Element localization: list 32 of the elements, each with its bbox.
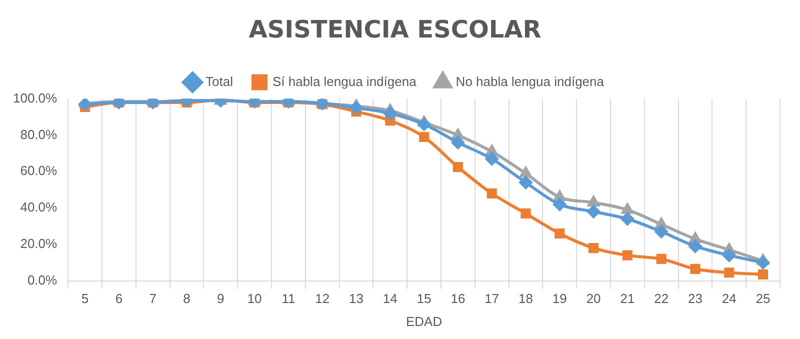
x-tick-label: 5 [81, 291, 89, 306]
legend-label: No habla lengua indígena [456, 74, 605, 89]
x-tick-label: 9 [217, 291, 224, 306]
x-tick-label: 8 [183, 291, 190, 306]
x-tick-label: 16 [450, 291, 466, 306]
x-tick-label: 15 [416, 291, 432, 306]
x-tick-label: 14 [382, 291, 398, 306]
x-tick-label: 10 [247, 291, 262, 306]
y-tick-label: 20.0% [20, 236, 58, 251]
x-tick-label: 19 [552, 291, 567, 306]
legend-label: Total [206, 74, 234, 89]
x-tick-label: 22 [654, 291, 669, 306]
legend-label: Sí habla lengua indígena [272, 74, 418, 89]
x-tick-label: 20 [586, 291, 601, 306]
x-tick-label: 12 [315, 291, 330, 306]
y-tick-label: 80.0% [20, 126, 58, 142]
x-axis-title: EDAD [406, 314, 442, 329]
y-tick-label: 60.0% [20, 163, 58, 178]
x-tick-label: 25 [756, 291, 770, 306]
x-tick-label: 6 [115, 291, 123, 306]
x-tick-label: 23 [688, 291, 702, 306]
x-tick-label: 18 [518, 291, 533, 306]
x-tick-label: 7 [149, 291, 156, 306]
x-tick-label: 21 [620, 291, 635, 306]
chart-title: ASISTENCIA ESCOLAR [248, 16, 542, 44]
x-tick-label: 17 [484, 291, 500, 306]
y-tick-label: 0.0% [27, 272, 58, 288]
x-tick-label: 13 [349, 291, 364, 306]
x-tick-label: 11 [282, 291, 296, 306]
x-tick-label: 24 [722, 291, 736, 306]
y-tick-label: 40.0% [20, 200, 58, 215]
y-tick-label: 100.0% [12, 90, 58, 106]
